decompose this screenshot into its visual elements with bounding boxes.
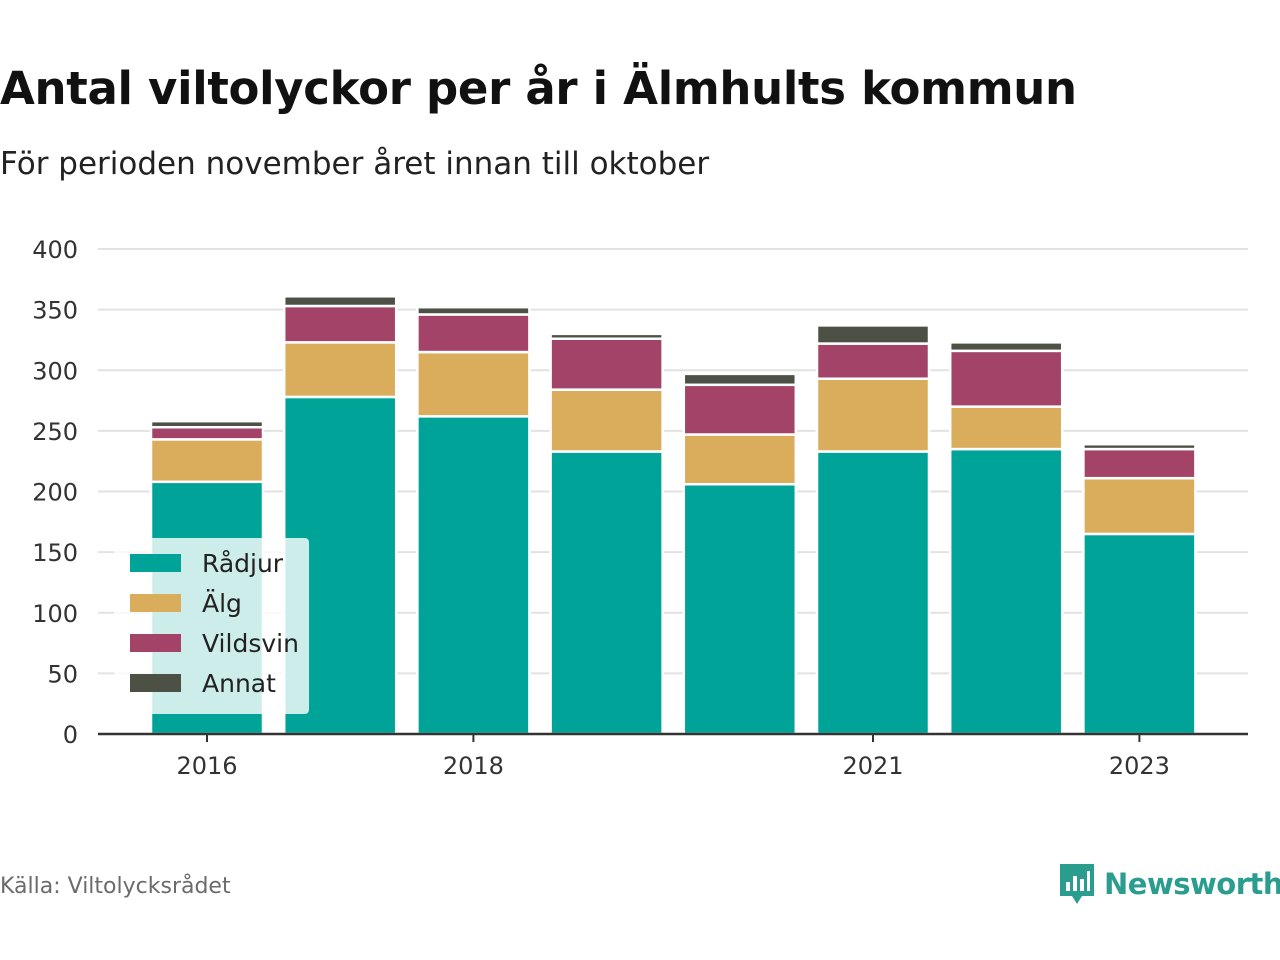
bar-segment [948, 405, 1064, 451]
bar-segment [282, 295, 398, 308]
bar-segment [948, 447, 1064, 736]
bar-segment [416, 350, 531, 418]
axes: 0 50 100 150 200 250 300 350 400 2016 2018 2021 2023 [32, 236, 1248, 780]
bar-segment [149, 425, 265, 441]
bar-segment [682, 383, 798, 436]
legend-swatch [130, 594, 181, 612]
bar-segment [815, 377, 931, 453]
y-tick-label: 150 [32, 539, 78, 567]
bar-stack [815, 324, 931, 736]
chart-title: Antal viltolyckor per år i Älmhults komm… [0, 62, 1077, 115]
bar-segment [549, 388, 664, 453]
y-tick-label: 300 [32, 357, 78, 385]
bar-segment [416, 313, 531, 354]
y-tick-label: 200 [32, 479, 78, 507]
legend: Rådjur Älg Vildsvin Annat [114, 538, 309, 714]
y-tick-label: 0 [63, 721, 78, 749]
legend-label: Vildsvin [202, 629, 299, 658]
bar-segment [149, 419, 265, 429]
bar-segment [682, 433, 798, 486]
y-tick-label: 100 [32, 600, 78, 628]
bar-stack [416, 305, 531, 736]
bar-segment [549, 332, 664, 340]
bar-segment [549, 337, 664, 391]
bars [149, 295, 1197, 736]
x-tick-label: 2021 [842, 752, 903, 780]
bar-stack [682, 372, 798, 736]
bar-stack [1082, 442, 1197, 736]
bar-segment [948, 341, 1064, 353]
brand-logo: Newsworthy [1058, 862, 1280, 906]
source-note: Källa: Viltolycksrådet [0, 874, 231, 899]
y-tick-label: 50 [47, 660, 78, 688]
bar-segment [682, 372, 798, 387]
bar-segment [416, 415, 531, 736]
bar-segment [282, 341, 398, 399]
bar-segment [1082, 447, 1197, 480]
y-tick-label: 350 [32, 297, 78, 325]
x-tick-label: 2016 [176, 752, 237, 780]
bar-segment [549, 450, 664, 736]
legend-label: Älg [202, 589, 242, 618]
bar-segment [1082, 532, 1197, 736]
legend-swatch [130, 674, 181, 692]
bar-segment [815, 342, 931, 380]
legend-label: Annat [202, 669, 276, 698]
bar-segment [815, 324, 931, 345]
bar-stack [549, 332, 664, 736]
bar-segment [282, 304, 398, 344]
legend-box [114, 538, 309, 714]
bar-segment [1082, 476, 1197, 536]
bar-segment [948, 349, 1064, 408]
bar-segment [815, 450, 931, 736]
legend-label: Rådjur [202, 549, 284, 578]
brand-name: Newsworthy [1104, 867, 1280, 901]
legend-swatch [130, 554, 181, 572]
bar-segment [149, 438, 265, 484]
x-tick-label: 2018 [443, 752, 504, 780]
bar-segment [416, 305, 531, 316]
chart-subtitle: För perioden november året innan till ok… [0, 146, 710, 182]
bar-chart-logo-icon [1060, 864, 1094, 904]
bar-stack [948, 341, 1064, 736]
x-tick-label: 2023 [1109, 752, 1170, 780]
y-tick-label: 250 [32, 418, 78, 446]
bar-segment [1082, 442, 1197, 451]
y-tick-label: 400 [32, 236, 78, 264]
legend-swatch [130, 634, 181, 652]
bar-segment [682, 482, 798, 736]
